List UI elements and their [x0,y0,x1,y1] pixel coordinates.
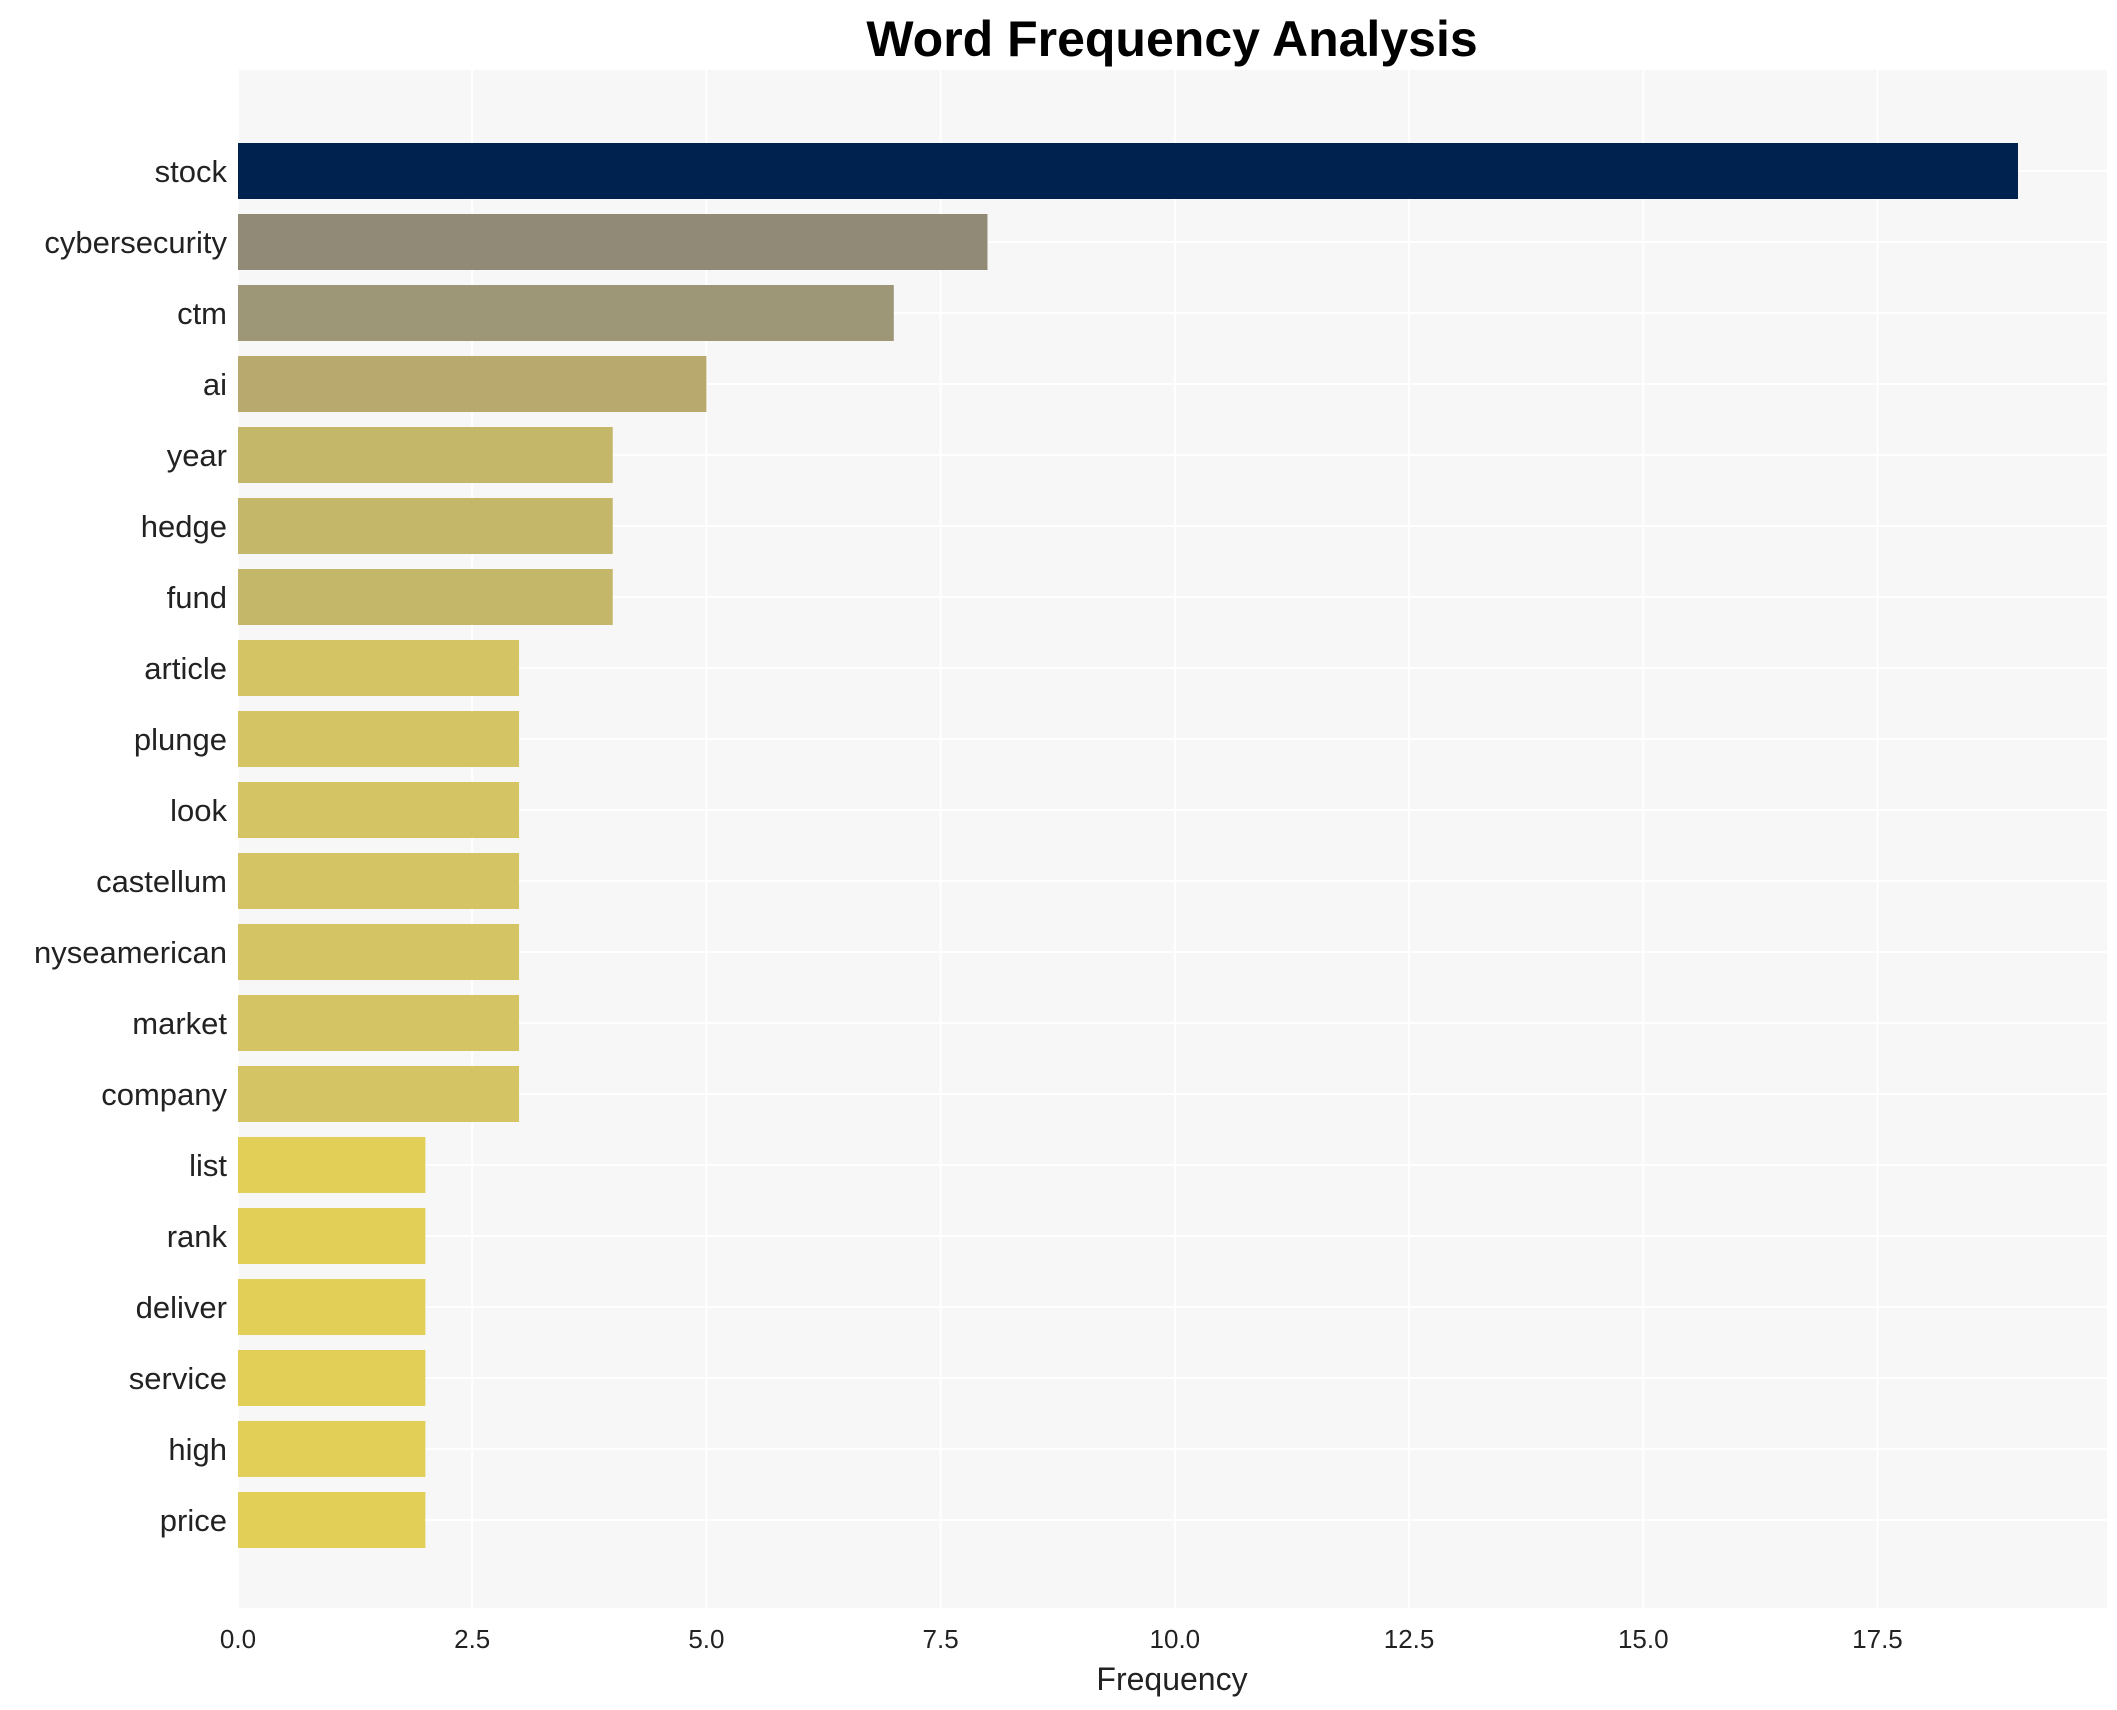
category-label-hedge: hedge [141,509,227,544]
x-axis-label: Frequency [1096,1661,1247,1697]
bar-article [238,640,520,696]
x-tick-label: 12.5 [1384,1624,1435,1654]
category-label-market: market [132,1006,227,1041]
category-label-nyseamerican: nyseamerican [34,935,227,970]
bar-look [238,782,520,838]
category-label-deliver: deliver [136,1290,227,1325]
category-label-fund: fund [167,580,227,615]
category-label-plunge: plunge [134,722,227,757]
category-labels: stock cybersecurity ctm ai year hedge fund arti… [34,154,227,1538]
category-label-stock: stock [155,154,228,189]
bar-nyseamerican [238,924,520,980]
x-axis-ticks: 0.0 2.5 5.0 7.5 10.0 12.5 15.0 17.5 [220,1624,1903,1654]
category-label-ctm: ctm [177,296,227,331]
bar-service [238,1350,426,1406]
bar-plunge [238,711,520,767]
bar-market [238,995,520,1051]
bar-cybersecurity [238,214,988,270]
x-tick-label: 0.0 [220,1624,256,1654]
category-label-rank: rank [167,1219,228,1254]
x-tick-label: 7.5 [923,1624,959,1654]
category-label-ai: ai [203,367,227,402]
category-label-castellum: castellum [96,864,227,899]
x-tick-label: 17.5 [1852,1624,1903,1654]
x-tick-label: 2.5 [454,1624,490,1654]
category-label-article: article [144,651,227,686]
bar-company [238,1066,520,1122]
x-tick-label: 10.0 [1150,1624,1201,1654]
bar-fund [238,569,613,625]
bar-ai [238,356,707,412]
category-label-company: company [101,1077,227,1112]
bar-price [238,1492,426,1548]
bar-list [238,1137,426,1193]
bar-ctm [238,285,894,341]
bar-hedge [238,498,613,554]
category-label-price: price [160,1503,227,1538]
bars [238,143,2018,1548]
x-tick-label: 5.0 [688,1624,724,1654]
bar-year [238,427,613,483]
bar-high [238,1421,426,1477]
category-label-look: look [170,793,227,828]
category-label-service: service [129,1361,227,1396]
x-tick-label: 15.0 [1618,1624,1669,1654]
bar-rank [238,1208,426,1264]
chart-title: Word Frequency Analysis [866,11,1477,67]
category-label-cybersecurity: cybersecurity [44,225,227,260]
bar-deliver [238,1279,426,1335]
category-label-year: year [167,438,227,473]
category-label-high: high [168,1432,227,1467]
bar-stock [238,143,2018,199]
category-label-list: list [189,1148,227,1183]
bar-castellum [238,853,520,909]
